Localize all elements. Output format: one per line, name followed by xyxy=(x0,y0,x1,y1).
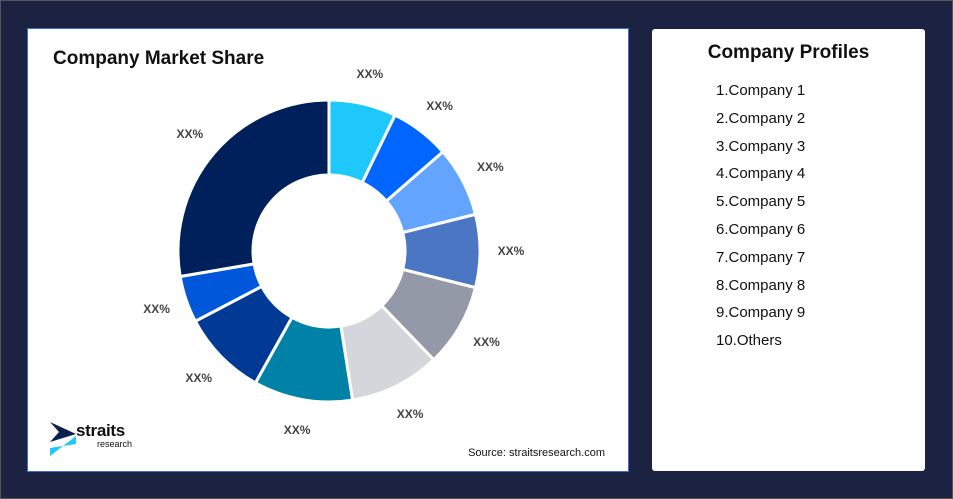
company-list-item: 3.Company 3 xyxy=(716,137,806,155)
slice-label-1: XX% xyxy=(356,66,384,81)
slice-label-5: XX% xyxy=(473,335,500,350)
company-list-item: 4.Company 4 xyxy=(716,165,806,183)
logo-subtext: research xyxy=(97,439,133,449)
slice-label-6: XX% xyxy=(396,406,424,421)
donut-slice-10 xyxy=(176,98,331,279)
chart-title: Company Market Share xyxy=(53,48,265,69)
company-list-item: 9.Company 9 xyxy=(716,304,806,322)
donut-chart xyxy=(176,98,482,404)
slice-label-9: XX% xyxy=(143,302,170,317)
slice-label-8: XX% xyxy=(185,371,213,386)
company-list-item: 10.Others xyxy=(716,332,782,350)
logo-text: straits xyxy=(76,421,125,440)
company-list-item: 2.Company 2 xyxy=(716,109,806,127)
slice-label-7: XX% xyxy=(283,423,311,438)
slice-label-2: XX% xyxy=(426,99,453,114)
company-list-item: 6.Company 6 xyxy=(716,220,806,238)
company-list: 1.Company 1 2.Company 2 3.Company 3 4.Co… xyxy=(716,81,805,359)
slice-label-10: XX% xyxy=(176,126,204,141)
company-list-item: 7.Company 7 xyxy=(716,248,806,266)
company-list-item: 5.Company 5 xyxy=(716,193,806,211)
logo-arrow-icon xyxy=(50,422,76,456)
profiles-title: Company Profiles xyxy=(707,42,870,63)
slice-label-4: XX% xyxy=(497,244,525,258)
company-list-item: 8.Company 8 xyxy=(716,276,806,294)
market-share-chart-panel: Company Market Share XX% XX% XX% XX% XX% XX% X… xyxy=(27,28,629,472)
straits-research-logo: straits research xyxy=(50,421,140,458)
company-list-item: 1.Company 1 xyxy=(716,82,806,99)
slice-label-3: XX% xyxy=(477,159,504,174)
company-profiles-panel: Company Profiles 1.Company 1 2.Company 2… xyxy=(652,29,925,471)
source-note: Source: straitsresearch.com xyxy=(468,447,605,459)
